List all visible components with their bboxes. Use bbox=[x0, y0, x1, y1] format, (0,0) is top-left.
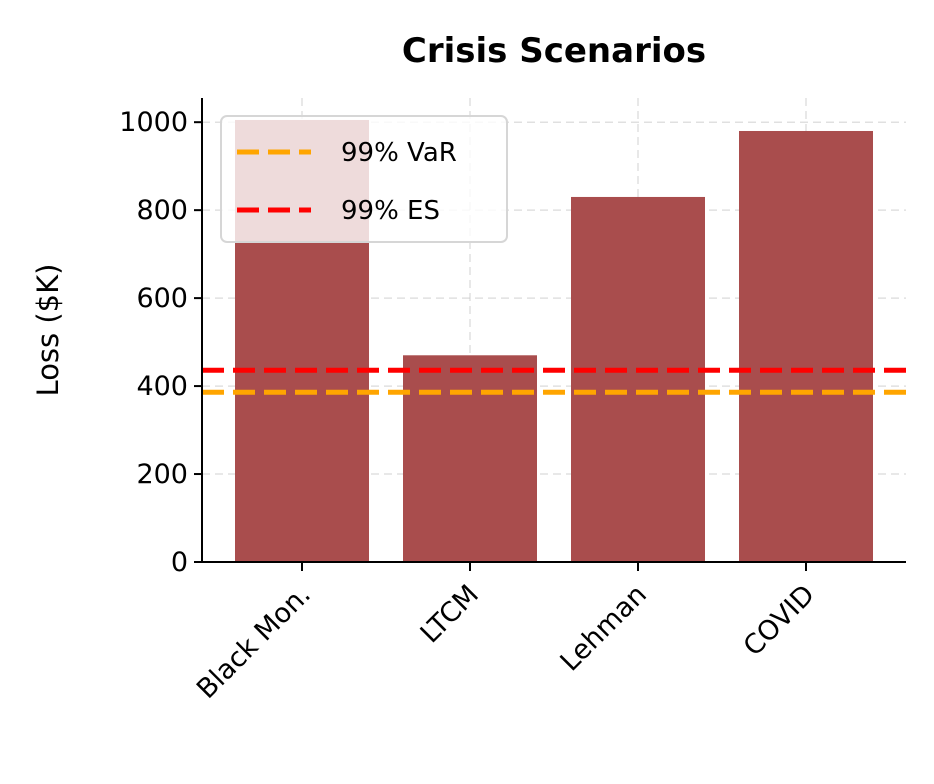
x-tick-label: COVID bbox=[738, 579, 821, 662]
x-tick-label: LTCM bbox=[415, 579, 485, 649]
y-axis-label: Loss ($K) bbox=[31, 264, 65, 397]
reference-lines bbox=[202, 367, 906, 395]
bar-lehman bbox=[571, 196, 705, 563]
bar-covid bbox=[739, 130, 873, 562]
y-tick-label: 200 bbox=[136, 459, 188, 490]
y-tick-label: 1000 bbox=[119, 107, 188, 138]
y-tick-label: 600 bbox=[136, 283, 188, 314]
x-tick-label: Black Mon. bbox=[191, 579, 317, 705]
y-tick-label: 0 bbox=[171, 547, 188, 578]
legend-label: 99% ES bbox=[341, 196, 440, 226]
chart-title: Crisis Scenarios bbox=[402, 31, 706, 71]
legend-box bbox=[220, 115, 508, 243]
y-tick-label: 800 bbox=[136, 195, 188, 226]
legend: 99% VaR 99% ES bbox=[220, 115, 508, 243]
bar-ltcm bbox=[403, 355, 537, 562]
legend-label: 99% VaR bbox=[341, 138, 457, 168]
x-tick-label: Lehman bbox=[554, 579, 652, 677]
y-tick-label: 400 bbox=[136, 371, 188, 402]
